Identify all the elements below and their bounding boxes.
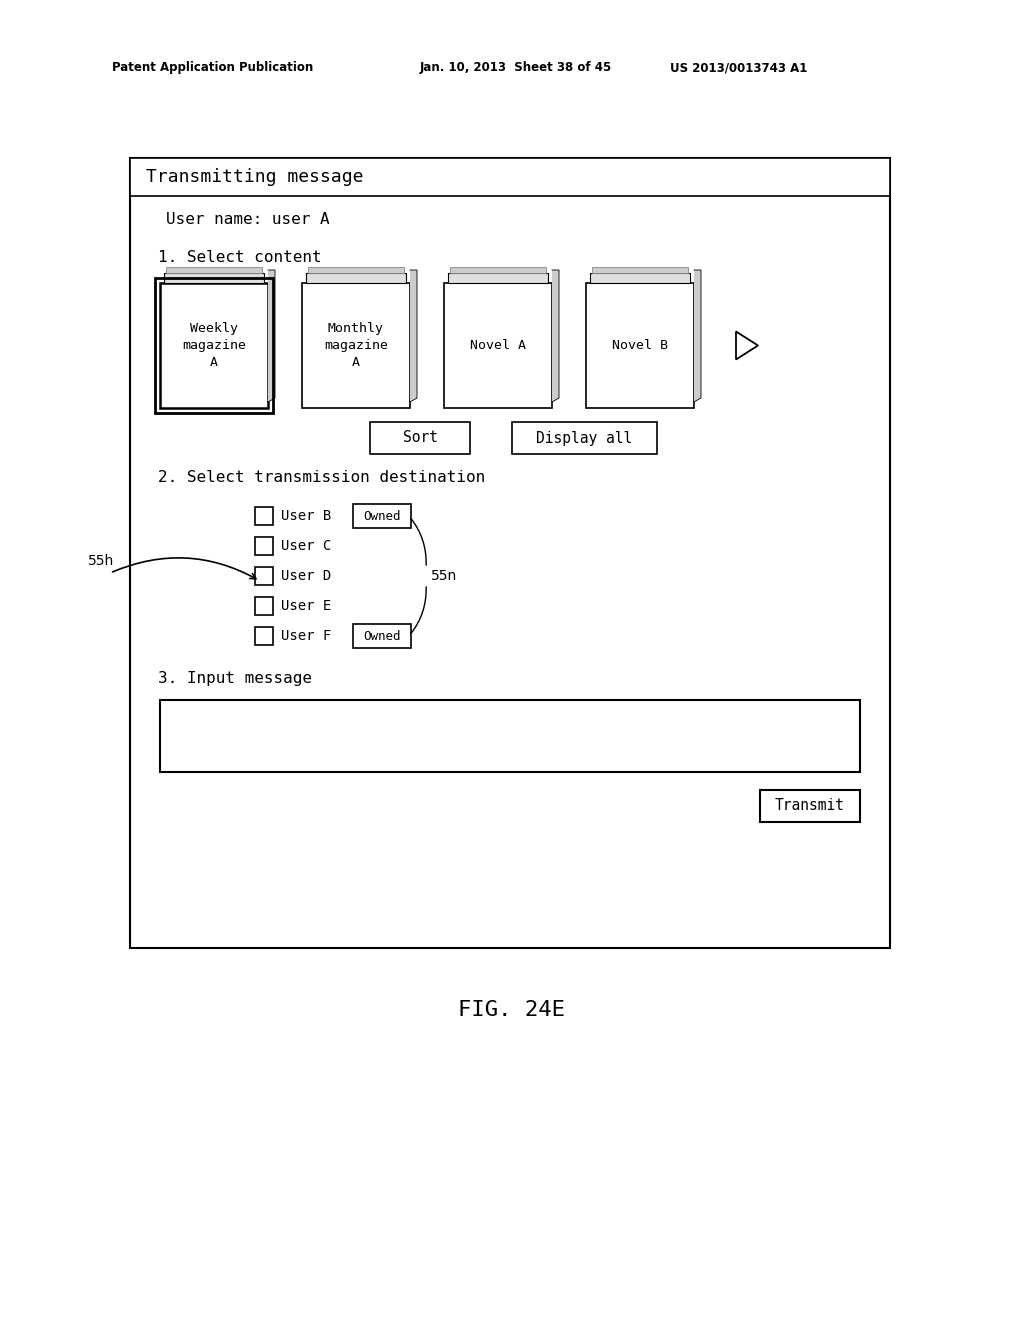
Text: Weekly
magazine
A: Weekly magazine A — [182, 322, 246, 370]
Text: 1. Select content: 1. Select content — [158, 249, 322, 264]
Text: Jan. 10, 2013  Sheet 38 of 45: Jan. 10, 2013 Sheet 38 of 45 — [420, 62, 612, 74]
Polygon shape — [268, 271, 275, 403]
Bar — [166, 267, 262, 273]
Bar — [586, 282, 694, 408]
Text: US 2013/0013743 A1: US 2013/0013743 A1 — [670, 62, 807, 74]
Text: Owned: Owned — [364, 630, 400, 643]
Text: User name: user A: User name: user A — [166, 213, 330, 227]
Bar — [255, 627, 273, 645]
Text: 2. Select transmission destination: 2. Select transmission destination — [158, 470, 485, 484]
Bar — [255, 568, 273, 585]
Bar — [164, 273, 264, 282]
Polygon shape — [736, 331, 758, 359]
Bar — [450, 267, 546, 273]
Bar — [306, 273, 406, 282]
Text: Display all: Display all — [537, 430, 633, 446]
Text: Owned: Owned — [364, 510, 400, 523]
Bar — [130, 158, 890, 948]
Bar — [353, 624, 411, 648]
Bar — [255, 597, 273, 615]
Bar — [255, 537, 273, 554]
Polygon shape — [552, 271, 559, 403]
Bar — [155, 279, 273, 413]
Bar — [308, 267, 404, 273]
Text: 3. Input message: 3. Input message — [158, 671, 312, 685]
Bar — [302, 282, 410, 408]
Polygon shape — [410, 271, 417, 403]
Text: Novel A: Novel A — [470, 339, 526, 352]
Text: Novel B: Novel B — [612, 339, 668, 352]
Bar — [449, 273, 548, 282]
Bar — [760, 789, 860, 822]
Text: Transmit: Transmit — [775, 799, 845, 813]
Bar — [255, 507, 273, 525]
Text: FIG. 24E: FIG. 24E — [459, 1001, 565, 1020]
Bar — [592, 267, 688, 273]
Text: User D: User D — [281, 569, 331, 583]
Bar — [353, 504, 411, 528]
Text: User E: User E — [281, 599, 331, 612]
Bar — [512, 422, 657, 454]
Bar — [590, 273, 690, 282]
Text: 55n: 55n — [431, 569, 458, 583]
Text: User B: User B — [281, 510, 331, 523]
Text: 55h: 55h — [88, 554, 115, 568]
Bar — [160, 700, 860, 772]
Text: User F: User F — [281, 630, 331, 643]
Text: Patent Application Publication: Patent Application Publication — [112, 62, 313, 74]
Bar — [160, 282, 268, 408]
Text: Transmitting message: Transmitting message — [146, 168, 364, 186]
Text: User C: User C — [281, 539, 331, 553]
Text: Sort: Sort — [402, 430, 437, 446]
Polygon shape — [694, 271, 701, 403]
Bar — [444, 282, 552, 408]
Bar — [370, 422, 470, 454]
Bar — [130, 158, 890, 195]
Text: Monthly
magazine
A: Monthly magazine A — [324, 322, 388, 370]
